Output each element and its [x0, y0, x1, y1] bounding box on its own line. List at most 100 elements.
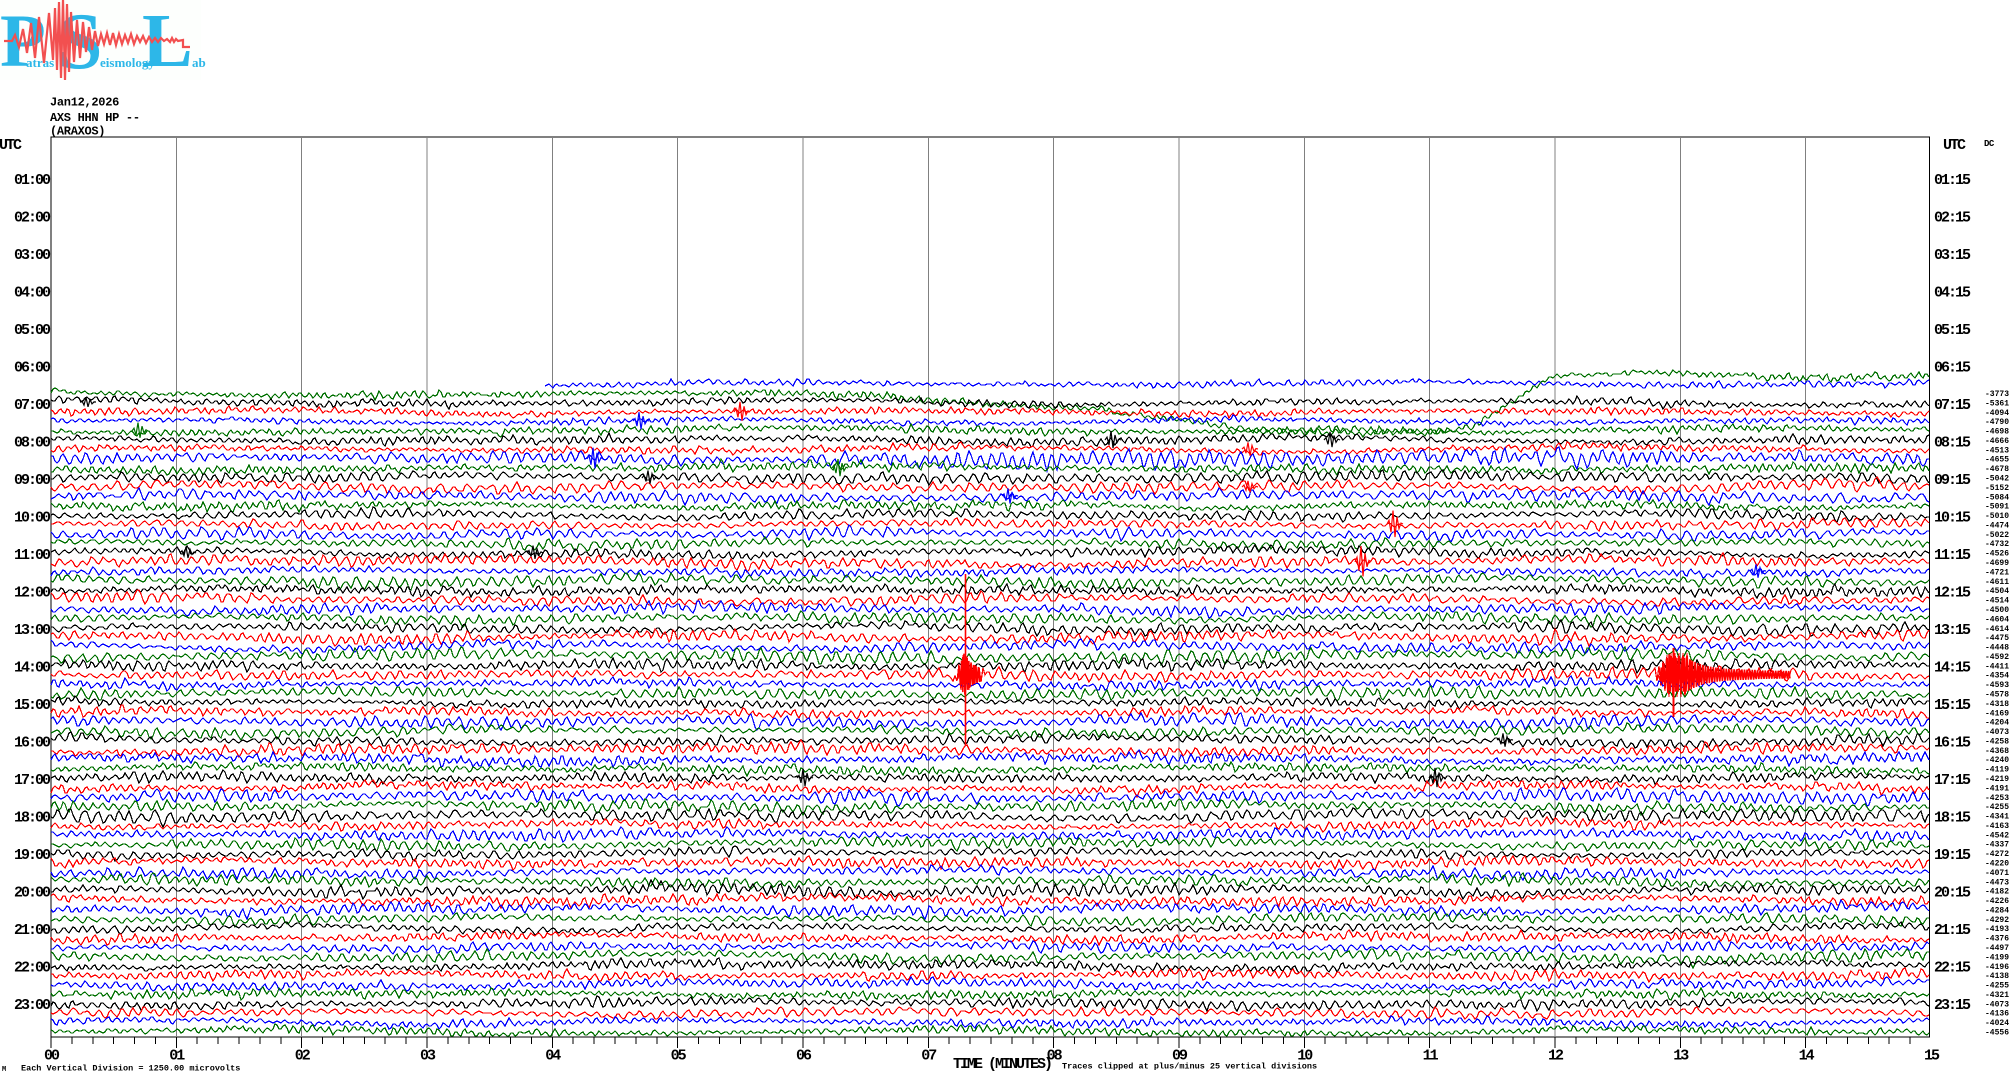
svg-text:01: 01 — [169, 1048, 185, 1065]
svg-text:16:00: 16:00 — [14, 735, 51, 752]
svg-text:-4500: -4500 — [1985, 606, 2009, 615]
svg-text:03: 03 — [420, 1048, 436, 1065]
svg-text:05:00: 05:00 — [14, 322, 51, 339]
svg-text:12:00: 12:00 — [14, 585, 51, 602]
svg-text:-4513: -4513 — [1985, 446, 2009, 455]
svg-text:-5091: -5091 — [1985, 503, 2009, 512]
svg-text:-4226: -4226 — [1985, 897, 2009, 906]
svg-text:-4169: -4169 — [1985, 709, 2009, 718]
svg-text:-4698: -4698 — [1985, 428, 2009, 437]
svg-text:-4504: -4504 — [1985, 587, 2009, 596]
svg-text:08: 08 — [1047, 1048, 1063, 1065]
svg-text:-4321: -4321 — [1985, 991, 2009, 1000]
svg-text:-4614: -4614 — [1985, 625, 2009, 634]
svg-text:03:15: 03:15 — [1934, 247, 1971, 264]
svg-text:-4604: -4604 — [1985, 615, 2009, 624]
svg-text:atras: atras — [26, 55, 54, 70]
svg-text:07: 07 — [921, 1048, 936, 1065]
svg-text:20:00: 20:00 — [14, 885, 51, 902]
svg-text:-4255: -4255 — [1985, 982, 2009, 991]
svg-text:12:15: 12:15 — [1934, 585, 1971, 602]
svg-text:15:15: 15:15 — [1934, 697, 1971, 714]
svg-text:16:15: 16:15 — [1934, 735, 1971, 752]
svg-text:09: 09 — [1172, 1048, 1188, 1065]
svg-text:14: 14 — [1799, 1048, 1815, 1065]
svg-text:19:00: 19:00 — [14, 847, 51, 864]
svg-text:21:15: 21:15 — [1934, 922, 1971, 939]
svg-text:Jan12,2026: Jan12,2026 — [50, 96, 119, 110]
svg-text:14:00: 14:00 — [14, 660, 51, 677]
svg-text:-4337: -4337 — [1985, 841, 2009, 850]
svg-text:-4191: -4191 — [1985, 784, 2009, 793]
svg-text:15:00: 15:00 — [14, 697, 51, 714]
svg-text:-4071: -4071 — [1985, 869, 2009, 878]
svg-text:04:15: 04:15 — [1934, 285, 1971, 302]
svg-text:-4497: -4497 — [1985, 944, 2009, 953]
svg-text:-4136: -4136 — [1985, 1010, 2009, 1019]
svg-text:02:00: 02:00 — [14, 210, 51, 227]
svg-text:-4199: -4199 — [1985, 953, 2009, 962]
svg-text:-4655: -4655 — [1985, 456, 2009, 465]
svg-text:UTC: UTC — [0, 137, 22, 154]
svg-text:-5152: -5152 — [1985, 484, 2009, 493]
svg-text:07:00: 07:00 — [14, 397, 51, 414]
svg-text:05:15: 05:15 — [1934, 322, 1971, 339]
svg-text:18:00: 18:00 — [14, 810, 51, 827]
svg-text:-4284: -4284 — [1985, 907, 2009, 916]
svg-text:-4542: -4542 — [1985, 831, 2009, 840]
svg-text:09:15: 09:15 — [1934, 472, 1971, 489]
svg-text:01:15: 01:15 — [1934, 172, 1971, 189]
svg-text:eismology: eismology — [100, 55, 155, 70]
svg-text:-4411: -4411 — [1985, 662, 2009, 671]
svg-text:-4475: -4475 — [1985, 634, 2009, 643]
svg-text:-4699: -4699 — [1985, 559, 2009, 568]
svg-text:20:15: 20:15 — [1934, 885, 1971, 902]
svg-text:-5361: -5361 — [1985, 399, 2009, 408]
svg-text:-4119: -4119 — [1985, 766, 2009, 775]
svg-text:-4376: -4376 — [1985, 935, 2009, 944]
svg-text:-4196: -4196 — [1985, 963, 2009, 972]
svg-text:08:15: 08:15 — [1934, 435, 1971, 452]
svg-text:13: 13 — [1673, 1048, 1689, 1065]
svg-text:06:15: 06:15 — [1934, 360, 1971, 377]
svg-text:11:00: 11:00 — [14, 547, 51, 564]
svg-text:-4341: -4341 — [1985, 813, 2009, 822]
svg-text:-4220: -4220 — [1985, 860, 2009, 869]
svg-text:02:15: 02:15 — [1934, 210, 1971, 227]
svg-text:Traces clipped at plus/minus 2: Traces clipped at plus/minus 25 vertical… — [1062, 1062, 1317, 1072]
svg-text:-4094: -4094 — [1985, 409, 2009, 418]
svg-text:UTC: UTC — [1943, 137, 1966, 154]
svg-text:-4721: -4721 — [1985, 568, 2009, 577]
svg-text:-4024: -4024 — [1985, 1019, 2009, 1028]
svg-text:(ARAXOS): (ARAXOS) — [50, 125, 105, 139]
svg-text:-4272: -4272 — [1985, 850, 2009, 859]
svg-text:04: 04 — [545, 1048, 561, 1065]
svg-text:-4556: -4556 — [1985, 1029, 2009, 1038]
svg-text:-4578: -4578 — [1985, 691, 2009, 700]
svg-text:13:00: 13:00 — [14, 622, 51, 639]
svg-text:14:15: 14:15 — [1934, 660, 1971, 677]
svg-text:-4204: -4204 — [1985, 719, 2009, 728]
svg-text:06: 06 — [796, 1048, 812, 1065]
svg-text:DC: DC — [1984, 139, 1995, 149]
svg-text:06:00: 06:00 — [14, 360, 51, 377]
svg-text:-4255: -4255 — [1985, 803, 2009, 812]
svg-text:05: 05 — [671, 1048, 687, 1065]
svg-text:01:00: 01:00 — [14, 172, 51, 189]
svg-text:10: 10 — [1297, 1048, 1313, 1065]
svg-text:-5010: -5010 — [1985, 512, 2009, 521]
svg-text:11:15: 11:15 — [1934, 547, 1971, 564]
svg-text:18:15: 18:15 — [1934, 810, 1971, 827]
svg-text:Each Vertical Division = 1250.: Each Vertical Division = 1250.00 microvo… — [21, 1064, 240, 1074]
svg-text:TIME (MINUTES): TIME (MINUTES) — [953, 1056, 1051, 1073]
svg-text:-4163: -4163 — [1985, 822, 2009, 831]
svg-text:-4182: -4182 — [1985, 888, 2009, 897]
svg-text:08:00: 08:00 — [14, 435, 51, 452]
svg-text:04:00: 04:00 — [14, 285, 51, 302]
svg-text:-5022: -5022 — [1985, 531, 2009, 540]
svg-text:-4678: -4678 — [1985, 465, 2009, 474]
svg-text:-4474: -4474 — [1985, 522, 2009, 531]
svg-text:-4611: -4611 — [1985, 578, 2009, 587]
svg-text:-4526: -4526 — [1985, 550, 2009, 559]
svg-text:11: 11 — [1423, 1048, 1439, 1065]
